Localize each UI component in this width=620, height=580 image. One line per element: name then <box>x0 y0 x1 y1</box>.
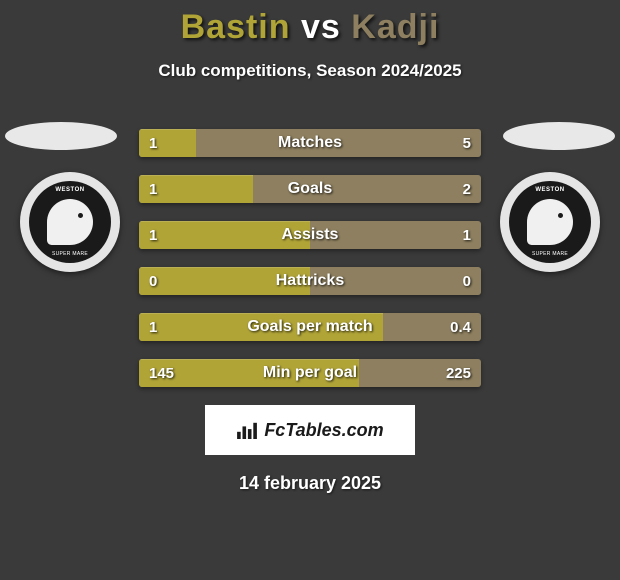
badge-inner: WESTON SUPER MARE <box>509 181 591 263</box>
attribution-text: FcTables.com <box>264 420 383 441</box>
seagull-icon <box>47 199 93 245</box>
bar-left-segment <box>139 359 359 387</box>
badge-text-bot: SUPER MARE <box>532 251 568 257</box>
player1-name: Bastin <box>181 8 291 46</box>
club-badge-right: WESTON SUPER MARE <box>500 172 600 272</box>
badge-text-top: WESTON <box>535 187 564 193</box>
subtitle: Club competitions, Season 2024/2025 <box>0 61 620 81</box>
stat-bar: 00Hattricks <box>139 267 481 295</box>
stat-bar: 145225Min per goal <box>139 359 481 387</box>
badge-inner: WESTON SUPER MARE <box>29 181 111 263</box>
comparison-bars: 15Matches 12Goals 11Assists 00Hattricks 10.4… <box>139 129 481 387</box>
seagull-icon <box>527 199 573 245</box>
bar-left-segment <box>139 129 196 157</box>
stat-bar: 15Matches <box>139 129 481 157</box>
stat-bar: 12Goals <box>139 175 481 203</box>
badge-text-top: WESTON <box>55 187 84 193</box>
badge-text-bot: SUPER MARE <box>52 251 88 257</box>
badge-outer-ring: WESTON SUPER MARE <box>500 172 600 272</box>
stat-bar: 11Assists <box>139 221 481 249</box>
bar-left-segment <box>139 313 383 341</box>
bar-left-segment <box>139 267 310 295</box>
chart-icon <box>236 421 258 439</box>
ellipse-left <box>5 122 117 150</box>
club-badge-left: WESTON SUPER MARE <box>20 172 120 272</box>
badge-outer-ring: WESTON SUPER MARE <box>20 172 120 272</box>
infographic-container: Bastin vs Kadji Club competitions, Seaso… <box>0 0 620 494</box>
bar-left-segment <box>139 175 253 203</box>
date-text: 14 february 2025 <box>0 473 620 494</box>
ellipse-right <box>503 122 615 150</box>
attribution-box: FcTables.com <box>205 405 415 455</box>
bar-left-segment <box>139 221 310 249</box>
page-title: Bastin vs Kadji <box>0 8 620 47</box>
stat-bar: 10.4Goals per match <box>139 313 481 341</box>
vs-text: vs <box>301 8 341 46</box>
player2-name: Kadji <box>351 8 439 46</box>
